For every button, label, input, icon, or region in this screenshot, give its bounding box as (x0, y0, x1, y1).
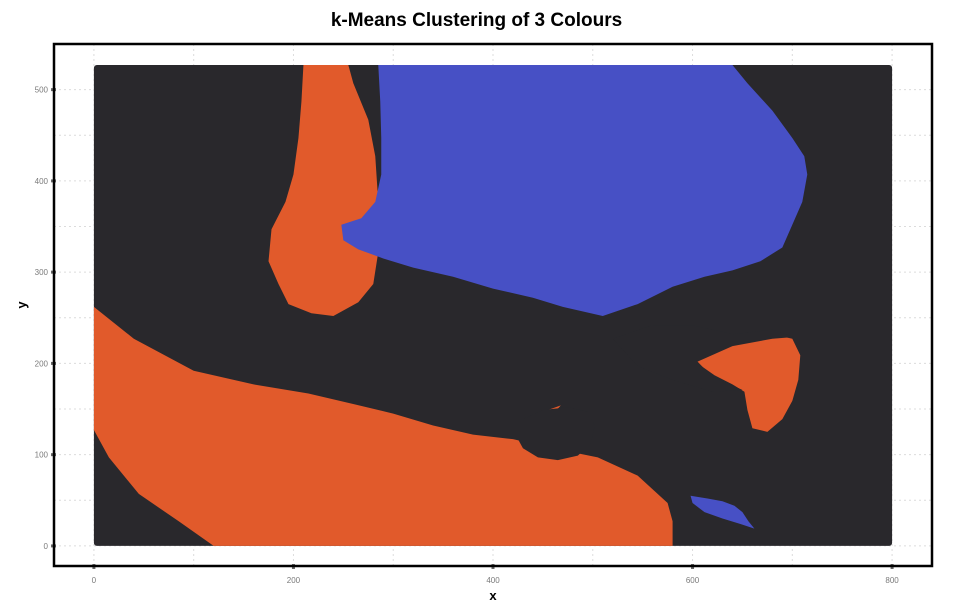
x-tick-label: 0 (92, 576, 97, 585)
y-tick-label: 100 (35, 451, 49, 460)
cluster-blue-regions (341, 64, 808, 529)
y-tick-label: 0 (44, 542, 49, 551)
blue-head-region (341, 64, 808, 316)
chart-title: k-Means Clustering of 3 Colours (330, 10, 623, 31)
orange-cheek-region (268, 64, 379, 316)
dark-eye-area (512, 407, 595, 461)
y-tick-label: 200 (35, 359, 49, 368)
cluster-orange-regions (93, 64, 801, 546)
y-tick-label: 400 (35, 177, 49, 186)
y-tick-label: 500 (35, 86, 49, 95)
x-tick-label: 800 (885, 576, 899, 585)
orange-neck-region (93, 306, 673, 546)
x-tick-label: 600 (686, 576, 700, 585)
cluster-image (93, 64, 893, 546)
y-axis-title: y (14, 301, 29, 309)
dark-face-area (612, 325, 795, 392)
orange-beak-region (692, 334, 801, 432)
x-tick-label: 400 (486, 576, 500, 585)
x-tick-label: 200 (287, 576, 301, 585)
blue-small-patch (690, 495, 755, 529)
cluster-dark-details (512, 325, 795, 461)
x-axis-title: x (489, 588, 497, 603)
plot-frame (52, 42, 934, 568)
y-tick-label: 300 (35, 268, 49, 277)
